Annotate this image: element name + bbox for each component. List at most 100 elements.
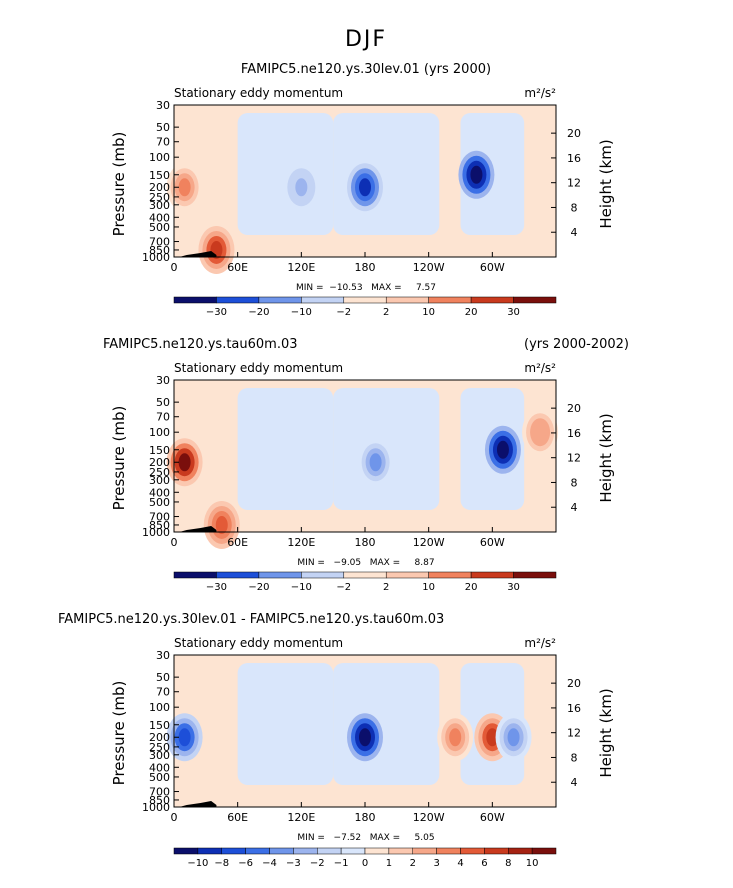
x-tick-label: 60E — [227, 536, 248, 549]
colorbar-label: −6 — [238, 858, 253, 869]
weak-negative-band — [333, 663, 440, 785]
colorbar-label: −30 — [206, 582, 227, 593]
colorbar-label: 20 — [465, 582, 478, 593]
y-tick-label: 70 — [156, 686, 170, 699]
panel-2-units: m²/s² — [524, 361, 556, 375]
colorbar-swatch — [531, 847, 557, 855]
y-tick-label: 100 — [149, 151, 170, 164]
colorbar-label: 30 — [507, 582, 520, 593]
y-right-tick-label: 8 — [571, 751, 578, 764]
y-right-tick-label: 12 — [567, 452, 581, 465]
panel-1-colorbar: −30 −20 −10 −2 2 10 20 30 — [173, 296, 557, 318]
colorbar-label: 2 — [383, 582, 389, 593]
contour-feature — [359, 178, 371, 197]
x-tick-label: 0 — [171, 811, 178, 824]
colorbar-label: −10 — [187, 858, 208, 869]
y-tick-label: 300 — [149, 474, 170, 487]
colorbar-label: 0 — [362, 858, 368, 869]
colorbar-swatch — [173, 296, 217, 304]
colorbar-swatch — [470, 296, 514, 304]
panel-3-left-string: Stationary eddy momentum — [174, 636, 343, 650]
y-tick-label: 1000 — [142, 801, 170, 814]
colorbar-swatch — [173, 847, 199, 855]
colorbar-swatch — [216, 571, 260, 579]
panel-2-title: FAMIPC5.ne120.ys.tau60m.03 — [103, 337, 298, 352]
x-tick-label: 60W — [480, 536, 505, 549]
panel-2-title-right: (yrs 2000-2002) — [524, 337, 629, 352]
y-tick-label: 850 — [149, 244, 170, 257]
y-right-tick-label: 4 — [571, 776, 578, 789]
panel-1-left-string: Stationary eddy momentum — [174, 86, 343, 100]
panel-2-min-max: MIN = −9.05 MAX = 8.87 — [297, 558, 434, 568]
y-tick-label: 700 — [149, 511, 170, 524]
colorbar-swatch — [173, 571, 217, 579]
colorbar-label: 3 — [433, 858, 439, 869]
y-right-tick-label: 20 — [567, 127, 581, 140]
colorbar-swatch — [428, 296, 472, 304]
colorbar-label: 2 — [383, 307, 389, 318]
panel-2: FAMIPC5.ne120.ys.tau60m.03 (yrs 2000-200… — [103, 337, 629, 593]
weak-negative-band — [237, 113, 334, 235]
x-tick-label: 180 — [355, 811, 376, 824]
panel-1-ylabel-right: Height (km) — [597, 139, 615, 228]
colorbar-label: −30 — [206, 307, 227, 318]
y-right-tick-label: 16 — [567, 427, 581, 440]
y-tick-label: 150 — [149, 719, 170, 732]
colorbar-label: 30 — [507, 307, 520, 318]
colorbar-label: −10 — [291, 582, 312, 593]
y-tick-label: 150 — [149, 169, 170, 182]
y-tick-label: 70 — [156, 136, 170, 149]
x-tick-label: 120W — [413, 811, 445, 824]
y-tick-label: 700 — [149, 786, 170, 799]
colorbar-swatch — [221, 847, 246, 855]
contour-feature — [178, 728, 191, 747]
y-tick-label: 400 — [149, 211, 170, 224]
y-tick-label: 50 — [156, 121, 170, 134]
colorbar-swatch — [412, 847, 437, 855]
panel-1: FAMIPC5.ne120.ys.30lev.01 (yrs 2000) Sta… — [110, 62, 615, 318]
colorbar-swatch — [269, 847, 294, 855]
colorbar-swatch — [428, 571, 472, 579]
panel-3-colorbar: −10 −8 −6 −4 −3 −2 −1 0 1 2 3 4 6 8 10 — [173, 847, 557, 869]
colorbar-swatch — [245, 847, 270, 855]
colorbar-label: −8 — [214, 858, 229, 869]
y-tick-label: 50 — [156, 671, 170, 684]
panel-2-ylabel: Pressure (mb) — [110, 406, 128, 511]
y-right-tick-label: 16 — [567, 702, 581, 715]
colorbar-label: 8 — [505, 858, 511, 869]
colorbar-swatch — [460, 847, 485, 855]
x-tick-label: 60E — [227, 811, 248, 824]
y-tick-label: 30 — [156, 374, 170, 387]
y-tick-label: 250 — [149, 466, 170, 479]
colorbar-label: 10 — [422, 582, 435, 593]
y-tick-label: 1000 — [142, 526, 170, 539]
y-tick-label: 30 — [156, 649, 170, 662]
contour-feature — [295, 178, 308, 197]
y-tick-label: 150 — [149, 444, 170, 457]
y-tick-label: 850 — [149, 794, 170, 807]
panel-3-min-max: MIN = −7.52 MAX = 5.05 — [297, 833, 434, 843]
x-tick-label: 120E — [287, 536, 315, 549]
colorbar-swatch — [513, 296, 557, 304]
x-tick-label: 120W — [413, 261, 445, 274]
colorbar-swatch — [343, 296, 387, 304]
x-tick-label: 60W — [480, 261, 505, 274]
y-right-tick-label: 8 — [571, 201, 578, 214]
colorbar-swatch — [385, 571, 429, 579]
colorbar-swatch — [343, 571, 387, 579]
panel-3-title: FAMIPC5.ne120.ys.30lev.01 - FAMIPC5.ne12… — [58, 612, 444, 627]
colorbar-swatch — [364, 847, 390, 855]
colorbar-label: −2 — [336, 307, 351, 318]
y-tick-label: 300 — [149, 749, 170, 762]
y-tick-label: 200 — [149, 181, 170, 194]
colorbar-label: −1 — [334, 858, 349, 869]
x-tick-label: 120E — [287, 811, 315, 824]
x-tick-label: 0 — [171, 261, 178, 274]
x-tick-label: 60E — [227, 261, 248, 274]
panel-3-units: m²/s² — [524, 636, 556, 650]
y-tick-label: 500 — [149, 771, 170, 784]
colorbar-swatch — [388, 847, 413, 855]
colorbar-label: 10 — [422, 307, 435, 318]
